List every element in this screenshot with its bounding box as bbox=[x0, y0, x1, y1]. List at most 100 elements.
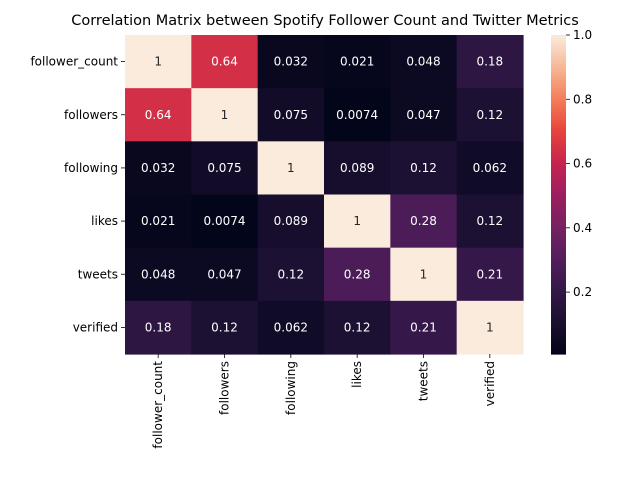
heatmap-cell-label-0-0: 1 bbox=[154, 55, 162, 69]
colorbar-segment-38 bbox=[551, 136, 566, 140]
colorbar-segment-34 bbox=[551, 125, 566, 129]
y-tick-label-4: tweets bbox=[78, 267, 118, 281]
heatmap-cell-0-0 bbox=[125, 35, 192, 89]
colorbar-segment-87 bbox=[551, 266, 566, 270]
heatmap-cell-label-4-4: 1 bbox=[420, 267, 428, 281]
colorbar-segment-117 bbox=[551, 346, 566, 350]
heatmap-cells bbox=[125, 35, 524, 355]
colorbar-segment-57 bbox=[551, 186, 566, 190]
heatmap-cell-1-1 bbox=[191, 88, 259, 142]
colorbar-segment-99 bbox=[551, 298, 566, 302]
heatmap-cell-label-1-5: 0.12 bbox=[476, 108, 503, 122]
colorbar-segment-68 bbox=[551, 215, 566, 220]
colorbar-segment-91 bbox=[551, 276, 566, 281]
colorbar-segment-43 bbox=[551, 149, 566, 153]
colorbar-segment-78 bbox=[551, 242, 566, 246]
colorbar-tick-label-0: 0.2 bbox=[573, 285, 592, 299]
colorbar-segment-32 bbox=[551, 120, 566, 124]
heatmap-cell-label-0-4: 0.048 bbox=[406, 55, 440, 69]
y-tick-label-2: following bbox=[64, 161, 118, 175]
colorbar-segment-105 bbox=[551, 314, 566, 318]
colorbar-segment-116 bbox=[551, 343, 566, 347]
colorbar-segment-111 bbox=[551, 330, 566, 334]
heatmap-cell-4-2 bbox=[257, 247, 325, 302]
colorbar-segment-114 bbox=[551, 338, 566, 342]
colorbar-segment-102 bbox=[551, 306, 566, 310]
heatmap-cell-label-2-0: 0.032 bbox=[141, 161, 175, 175]
heatmap-cell-4-1 bbox=[191, 247, 259, 302]
heatmap-cell-label-1-2: 0.075 bbox=[274, 108, 308, 122]
heatmap-cell-label-1-3: 0.0074 bbox=[336, 108, 378, 122]
heatmap-cell-4-5 bbox=[456, 247, 524, 302]
colorbar-segment-31 bbox=[551, 117, 566, 121]
heatmap-cell-5-3 bbox=[324, 300, 391, 355]
colorbar-segment-63 bbox=[551, 202, 566, 206]
colorbar-segment-15 bbox=[551, 74, 566, 79]
heatmap-cell-label-5-5: 1 bbox=[486, 320, 494, 334]
colorbar-segment-26 bbox=[551, 104, 566, 108]
colorbar-segment-11 bbox=[551, 64, 566, 68]
colorbar-segment-37 bbox=[551, 133, 566, 137]
heatmap-cell-label-0-1: 0.64 bbox=[211, 55, 238, 69]
heatmap-cell-label-5-0: 0.18 bbox=[145, 320, 172, 334]
colorbar-segment-72 bbox=[551, 226, 566, 230]
colorbar-segment-27 bbox=[551, 106, 566, 111]
colorbar-segment-10 bbox=[551, 61, 566, 65]
colorbar-segment-44 bbox=[551, 151, 566, 156]
heatmap-cell-0-3 bbox=[324, 35, 391, 89]
colorbar-segment-55 bbox=[551, 181, 566, 185]
heatmap-cell-4-4 bbox=[390, 247, 458, 302]
colorbar-segment-9 bbox=[551, 58, 566, 63]
heatmap-cell-label-3-3: 1 bbox=[353, 214, 361, 228]
heatmap-cell-5-4 bbox=[390, 300, 458, 355]
colorbar-segment-30 bbox=[551, 114, 566, 119]
colorbar-segment-35 bbox=[551, 128, 566, 132]
colorbar-segment-81 bbox=[551, 250, 566, 254]
heatmap-cell-2-0 bbox=[125, 141, 192, 196]
colorbar-segment-25 bbox=[551, 101, 566, 105]
colorbar-segment-36 bbox=[551, 130, 566, 134]
heatmap-cell-label-4-0: 0.048 bbox=[141, 267, 175, 281]
heatmap-cell-label-4-3: 0.28 bbox=[344, 267, 371, 281]
colorbar-segment-113 bbox=[551, 335, 566, 339]
colorbar-segment-23 bbox=[551, 96, 566, 100]
colorbar-segment-2 bbox=[551, 40, 566, 44]
x-tick-label-1: followers bbox=[218, 361, 232, 415]
heatmap-cell-label-3-1: 0.0074 bbox=[204, 214, 246, 228]
colorbar-segment-6 bbox=[551, 50, 566, 55]
heatmap-cell-1-2 bbox=[257, 88, 325, 142]
colorbar-segment-96 bbox=[551, 290, 566, 294]
heatmap-cell-label-2-1: 0.075 bbox=[207, 161, 241, 175]
colorbar-segment-42 bbox=[551, 146, 566, 150]
heatmap-cell-5-0 bbox=[125, 300, 192, 355]
colorbar-segment-40 bbox=[551, 141, 566, 145]
heatmap-cell-label-5-2: 0.062 bbox=[274, 320, 308, 334]
y-tick-label-1: followers bbox=[64, 108, 118, 122]
heatmap-cell-label-3-5: 0.12 bbox=[476, 214, 503, 228]
heatmap-cell-label-5-4: 0.21 bbox=[410, 320, 437, 334]
colorbar-segment-112 bbox=[551, 332, 566, 336]
colorbar-segment-52 bbox=[551, 173, 566, 177]
heatmap-cell-label-5-1: 0.12 bbox=[211, 320, 238, 334]
colorbar-segment-3 bbox=[551, 42, 566, 47]
colorbar-segment-28 bbox=[551, 109, 566, 113]
heatmap-cell-label-1-4: 0.047 bbox=[406, 108, 440, 122]
colorbar-segment-24 bbox=[551, 98, 566, 103]
colorbar: 0.2 0.4 0.6 0.8 1.0 bbox=[551, 28, 592, 355]
colorbar-segment-51 bbox=[551, 170, 566, 174]
colorbar-segment-0 bbox=[551, 35, 566, 39]
heatmap-cell-2-4 bbox=[390, 141, 458, 196]
colorbar-segment-77 bbox=[551, 239, 566, 243]
heatmap-cell-1-3 bbox=[324, 88, 391, 142]
colorbar-segment-103 bbox=[551, 308, 566, 313]
colorbar-segment-69 bbox=[551, 218, 566, 222]
chart-title: Correlation Matrix between Spotify Follo… bbox=[71, 13, 579, 29]
colorbar-segment-101 bbox=[551, 303, 566, 307]
colorbar-segment-19 bbox=[551, 85, 566, 89]
heatmap-cell-3-5 bbox=[456, 194, 524, 249]
colorbar-segment-46 bbox=[551, 157, 566, 161]
colorbar-segment-71 bbox=[551, 223, 566, 227]
colorbar-segment-80 bbox=[551, 247, 566, 251]
colorbar-segment-88 bbox=[551, 268, 566, 273]
